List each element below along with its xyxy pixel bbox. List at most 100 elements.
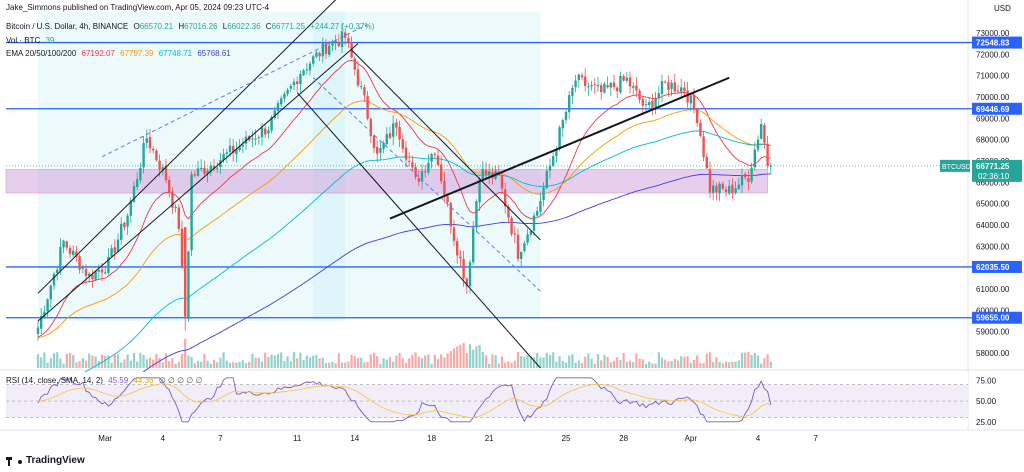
volume-line[interactable]: Vol · BTC 39 [6, 36, 57, 45]
volume-bar [363, 362, 366, 368]
price-badge-bg[interactable] [972, 159, 1022, 182]
candle-body [328, 45, 331, 55]
volume-bar [91, 355, 94, 368]
rsi-header[interactable]: RSI (14, close, SMA, 14, 2) 45.59 44.36 … [6, 376, 205, 385]
trendline-2[interactable] [296, 92, 541, 369]
ema-line[interactable]: EMA 20/50/100/200 67192.07 67797.39 6774… [6, 49, 234, 58]
candle [577, 73, 580, 88]
rsi-line [37, 377, 772, 423]
volume-bar [513, 360, 516, 368]
trendline-3[interactable] [351, 49, 541, 241]
level-label[interactable]: 69446.69 [976, 105, 1010, 114]
candle-body [225, 152, 228, 154]
level-label-bg[interactable] [972, 260, 1022, 273]
candle [753, 142, 756, 171]
candle-body [548, 165, 552, 171]
volume-bar [312, 355, 315, 368]
candle [660, 74, 664, 103]
candle [321, 37, 324, 63]
candle [545, 165, 548, 190]
candle [564, 109, 568, 124]
candle-body [257, 137, 260, 139]
candle-body [203, 167, 206, 174]
volume-bar [708, 352, 712, 368]
level-label[interactable]: 59655.00 [976, 314, 1010, 323]
candle [558, 125, 561, 152]
price-tick-label: 61000.00 [976, 285, 1010, 294]
volume-bar [670, 361, 673, 368]
rsi-pane [6, 372, 968, 426]
tradingview-logo[interactable]: TradingView [6, 455, 85, 466]
volume-bar [331, 361, 334, 368]
candle-body [753, 149, 756, 168]
volume-bar [731, 361, 734, 368]
tradingview-logo-dot [18, 459, 22, 464]
candle-body [404, 147, 408, 160]
candle [225, 149, 228, 163]
volume-bar [446, 353, 449, 368]
level-label-bg[interactable] [972, 102, 1022, 115]
candle [315, 50, 318, 59]
candle-body [648, 102, 651, 106]
currency-label[interactable]: USD [994, 4, 1011, 13]
symbol-title[interactable]: Bitcoin / U.S. Dollar, 4h, BINANCE [6, 22, 129, 31]
volume-bar [507, 361, 510, 368]
volume-bar [84, 360, 88, 368]
candle-body [270, 117, 273, 131]
candle-body [292, 81, 296, 86]
candle-body [593, 84, 596, 86]
candle-body [609, 82, 612, 88]
candle-body [734, 188, 737, 193]
candle [510, 216, 513, 237]
candle-body [536, 210, 539, 216]
price-tick-label: 64000.00 [976, 221, 1010, 230]
level-label-bg[interactable] [972, 36, 1022, 49]
candle-body [702, 136, 705, 158]
symbol-badge-text[interactable]: BTCUSD [942, 164, 971, 171]
ema-100-line [37, 130, 771, 408]
level-label[interactable]: 62035.50 [976, 263, 1010, 272]
trendline-6[interactable] [389, 76, 730, 220]
trendline-1[interactable] [37, 43, 359, 322]
candle-body [100, 269, 104, 273]
candle-body [500, 175, 504, 189]
level-label-bg[interactable] [972, 311, 1022, 324]
symbol-badge-bg[interactable] [940, 159, 970, 172]
support-zone[interactable] [5, 169, 768, 194]
candle-body [232, 145, 235, 153]
candle-body [238, 146, 241, 151]
volume-bar [561, 360, 564, 368]
volume-bar [276, 354, 280, 368]
trendline-5[interactable] [101, 23, 368, 158]
candle-body [747, 178, 750, 183]
candle [420, 164, 424, 190]
level-label[interactable]: 72548.83 [976, 39, 1010, 48]
price-badge-price[interactable]: 66771.25 [976, 162, 1010, 171]
main-pane-background[interactable] [6, 18, 968, 368]
volume-bar [417, 356, 420, 368]
candle-body [68, 247, 72, 254]
trendline-0[interactable] [37, 0, 339, 294]
candle-body [81, 267, 84, 269]
volume-bar [209, 363, 212, 368]
volume-bar [552, 352, 555, 368]
candle-body [488, 171, 491, 176]
volume-bar [43, 352, 46, 368]
candle-body [222, 154, 225, 161]
candle-body [97, 270, 100, 272]
time-tick-label: 7 [218, 434, 223, 443]
volume-bar [766, 354, 769, 368]
candle-body [459, 256, 462, 259]
volume-bar [75, 362, 78, 368]
candle-body [302, 70, 305, 76]
candle-body [696, 108, 699, 124]
candle [324, 39, 328, 60]
candle [97, 264, 100, 280]
trendline-4[interactable] [312, 77, 541, 292]
volume-bar [222, 352, 225, 368]
volume-bar [254, 357, 257, 368]
candle [344, 28, 347, 46]
candle-body [667, 82, 670, 91]
volume-bar [702, 363, 705, 368]
